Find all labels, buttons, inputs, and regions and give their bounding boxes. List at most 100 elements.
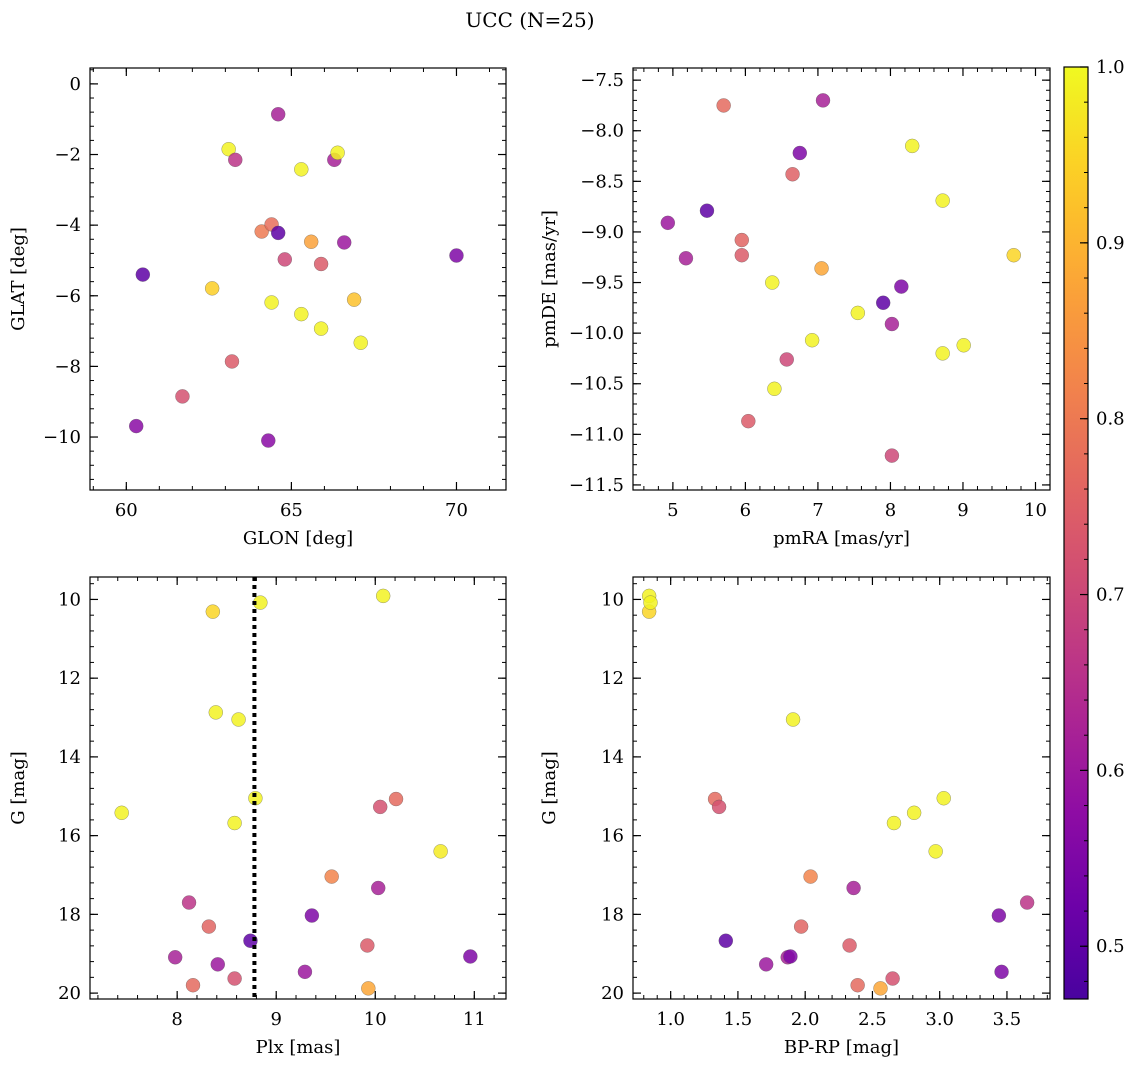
axes-frame bbox=[632, 67, 1051, 491]
scatter-point bbox=[201, 919, 217, 934]
x-tick-label: 3.5 bbox=[993, 1009, 1022, 1030]
scatter-point bbox=[928, 844, 943, 859]
scatter-point bbox=[994, 964, 1009, 980]
y-tick-label: 20 bbox=[58, 983, 81, 1004]
y-tick-label: −10.5 bbox=[569, 374, 624, 395]
scatter-point bbox=[297, 964, 313, 980]
x-axis-label: Plx [mas] bbox=[256, 1037, 341, 1058]
scatter-point bbox=[850, 305, 866, 321]
scatter-point bbox=[204, 281, 220, 296]
y-tick-label: −6 bbox=[54, 286, 81, 307]
colorbar-tick-label: 0.8 bbox=[1096, 409, 1125, 430]
y-tick-label: −9.5 bbox=[580, 273, 624, 294]
scatter-point bbox=[303, 234, 319, 249]
scatter-point bbox=[678, 251, 694, 266]
x-tick-label: 10 bbox=[364, 1009, 387, 1030]
scatter-point bbox=[904, 138, 920, 154]
x-tick-label: 2.0 bbox=[791, 1009, 820, 1030]
scatter-point bbox=[227, 815, 242, 831]
scatter-point bbox=[167, 950, 183, 965]
scatter-point bbox=[208, 705, 224, 720]
scatter-point bbox=[1006, 247, 1021, 263]
scatter-point bbox=[660, 215, 676, 231]
scatter-point bbox=[313, 321, 329, 336]
x-tick-label: 1.0 bbox=[656, 1009, 685, 1030]
scatter-point bbox=[906, 805, 922, 821]
scatter-point bbox=[793, 919, 809, 934]
scatter-point bbox=[294, 306, 309, 322]
scatter-point bbox=[718, 933, 734, 948]
scatter-point bbox=[803, 869, 818, 884]
y-tick-label: −4 bbox=[54, 215, 81, 236]
x-tick-label: 8 bbox=[885, 500, 896, 521]
colorbar-tick-label: 0.6 bbox=[1096, 760, 1125, 781]
y-tick-label: −9.0 bbox=[580, 222, 624, 243]
y-tick-label: 16 bbox=[601, 826, 624, 847]
x-tick-label: 10 bbox=[1024, 500, 1047, 521]
x-axis-label: BP-RP [mag] bbox=[784, 1037, 899, 1058]
scatter-point bbox=[850, 977, 865, 993]
colorbar-gradient bbox=[1064, 67, 1088, 999]
scatter-point bbox=[324, 869, 339, 884]
scatter-point bbox=[785, 712, 801, 727]
scatter-point bbox=[227, 971, 242, 986]
axes-frame bbox=[632, 576, 1051, 1000]
scatter-point bbox=[264, 295, 279, 310]
scatter-point bbox=[221, 141, 236, 157]
scatter-point bbox=[248, 790, 263, 806]
x-tick-label: 5 bbox=[667, 500, 678, 521]
scatter-point bbox=[294, 162, 309, 177]
scatter-point bbox=[361, 981, 376, 996]
x-tick-label: 65 bbox=[280, 500, 303, 521]
panel-2: 5 6 7 8 9 10 −7.5 −8.0 −8.5 −9.0 −9.5 −10.0 −10.5 −11… bbox=[539, 67, 1051, 549]
scatter-point bbox=[935, 346, 950, 361]
panel-1: 60 65 70 0 −2 −4 −6 −8 −10 GLON [deg] GLAT [deg] bbox=[8, 67, 507, 549]
y-tick-label: 18 bbox=[601, 904, 624, 925]
scatter-point bbox=[346, 292, 362, 307]
axes-frame bbox=[89, 576, 507, 1000]
scatter-point bbox=[449, 248, 464, 263]
scatter-point bbox=[433, 844, 448, 859]
scatter-point bbox=[873, 981, 888, 996]
scatter-point bbox=[185, 977, 201, 993]
scatter-point bbox=[330, 145, 345, 161]
scatter-point bbox=[375, 588, 391, 604]
scatter-point bbox=[814, 261, 829, 276]
y-tick-label: −7.5 bbox=[580, 70, 624, 91]
scatter-point bbox=[935, 193, 950, 208]
scatter-point bbox=[936, 790, 951, 806]
y-tick-label: 20 bbox=[601, 983, 624, 1004]
y-axis-label: GLAT [deg] bbox=[8, 227, 29, 331]
scatter-point bbox=[228, 152, 243, 168]
scatter-point bbox=[734, 247, 750, 263]
scatter-point bbox=[711, 799, 727, 815]
scatter-point bbox=[758, 957, 774, 972]
scatter-points bbox=[128, 107, 464, 448]
scatter-point bbox=[846, 880, 861, 896]
scatter-point bbox=[210, 957, 226, 972]
scatter-point bbox=[370, 880, 386, 896]
x-tick-label: 1.5 bbox=[724, 1009, 753, 1030]
scatter-point bbox=[360, 938, 375, 953]
scatter-point bbox=[885, 971, 900, 986]
x-tick-label: 11 bbox=[463, 1009, 486, 1030]
scatter-point bbox=[741, 413, 756, 429]
y-tick-label: −10 bbox=[43, 427, 81, 448]
y-axis-label: G [mag] bbox=[8, 751, 29, 824]
y-tick-label: −11.5 bbox=[569, 475, 624, 496]
x-tick-label: 9 bbox=[270, 1009, 281, 1030]
scatter-point bbox=[956, 338, 971, 353]
y-tick-label: 10 bbox=[601, 589, 624, 610]
y-tick-label: 0 bbox=[70, 74, 81, 95]
colorbar: 0.5 0.6 0.7 0.8 0.9 1.0 bbox=[1063, 57, 1125, 1000]
y-tick-label: 12 bbox=[601, 668, 624, 689]
scatter-point bbox=[764, 275, 780, 290]
y-tick-label: 18 bbox=[58, 904, 81, 925]
scatter-point bbox=[270, 225, 286, 241]
x-tick-label: 6 bbox=[740, 500, 751, 521]
colorbar-tick-label: 1.0 bbox=[1096, 57, 1125, 78]
scatter-point bbox=[894, 279, 909, 294]
scatter-point bbox=[463, 949, 478, 964]
y-axis-label: pmDE [mas/yr] bbox=[539, 210, 560, 348]
